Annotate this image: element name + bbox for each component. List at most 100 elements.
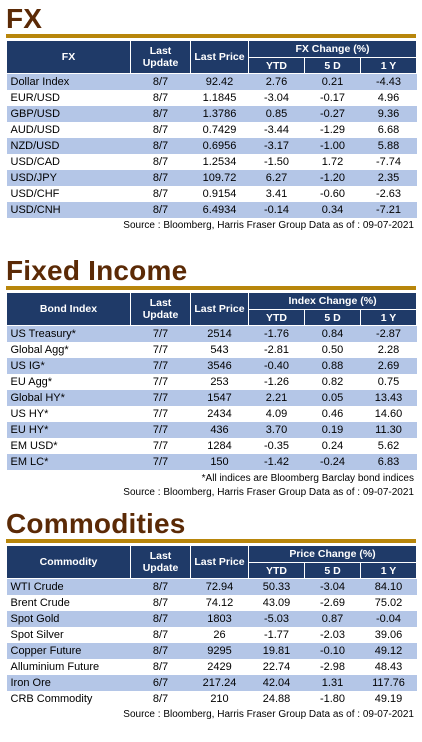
- cell-name: Alluminium Future: [10, 661, 100, 673]
- cell-ytd: 42.04: [248, 675, 305, 691]
- cell-1y: 6.68: [377, 124, 400, 136]
- cell-1y: 6.83: [360, 454, 417, 470]
- fixed-income-title-underline: [6, 286, 416, 290]
- fixed-income-header-change: Index Change (%): [247, 292, 418, 310]
- cell-last-update: 8/7: [130, 106, 191, 122]
- cell-last-update: 7/7: [152, 344, 169, 356]
- commodities-section: Commodities Commodity Last Update Last P…: [6, 509, 418, 722]
- cell-5d: 0.50: [321, 344, 344, 356]
- cell-ytd: -3.04: [263, 92, 290, 104]
- commodities-header-5d: 5 D: [304, 562, 361, 579]
- cell-ytd: 24.88: [262, 693, 291, 705]
- cell-name: USD/JPY: [6, 170, 131, 186]
- cell-ytd: -3.44: [263, 124, 290, 136]
- cell-5d: 0.82: [321, 376, 344, 388]
- commodities-header-last-update: Last Update: [130, 545, 191, 579]
- cell-last-update: 8/7: [152, 156, 169, 168]
- cell-5d: 0.87: [304, 611, 361, 627]
- cell-5d: -2.69: [319, 597, 346, 609]
- table-row: USD/CNH 8/7 6.4934 -0.14 0.34 -7.21: [6, 202, 417, 218]
- cell-ytd: 2.21: [248, 390, 305, 406]
- cell-1y: 11.30: [360, 422, 417, 438]
- commodities-source: Source : Bloomberg, Harris Fraser Group …: [123, 709, 414, 720]
- cell-ytd: 3.41: [265, 188, 288, 200]
- cell-1y: -7.74: [375, 156, 402, 168]
- cell-5d: 0.34: [304, 202, 361, 218]
- cell-name: AUD/USD: [10, 124, 61, 136]
- fixed-income-header-name: Bond Index: [6, 292, 131, 326]
- table-row: USD/JPY 8/7 109.72 6.27 -1.20 2.35: [6, 170, 417, 186]
- fx-table: FX Last Update Last Price FX Change (%) …: [6, 40, 417, 218]
- cell-1y: 5.62: [377, 440, 400, 452]
- cell-1y: 48.43: [374, 661, 403, 673]
- commodities-table: Commodity Last Update Last Price Price C…: [6, 545, 418, 707]
- cell-name: US IG*: [6, 358, 131, 374]
- cell-ytd: -5.03: [248, 611, 305, 627]
- cell-1y: 9.36: [360, 106, 417, 122]
- cell-last-price: 2434: [207, 408, 232, 420]
- cell-last-price: 253: [210, 376, 229, 388]
- fixed-income-note: *All indices are Bloomberg Barclay bond …: [201, 473, 414, 484]
- cell-ytd: 43.09: [262, 597, 291, 609]
- cell-5d: -1.80: [319, 693, 346, 705]
- cell-last-price: 9295: [190, 643, 249, 659]
- cell-name: US HY*: [10, 408, 49, 420]
- cell-last-price: 72.94: [190, 578, 249, 595]
- cell-name: Global Agg*: [10, 344, 69, 356]
- cell-1y: 84.10: [360, 578, 417, 595]
- cell-5d: -1.20: [304, 170, 361, 186]
- cell-1y: 13.43: [360, 390, 417, 406]
- table-row: Dollar Index 8/7 92.42 2.76 0.21 -4.43: [6, 73, 417, 90]
- table-row: EM USD* 7/7 1284 -0.35 0.24 5.62: [7, 438, 417, 454]
- cell-name: USD/CAD: [10, 156, 61, 168]
- cell-ytd: -1.77: [263, 629, 290, 641]
- table-row: EM LC* 7/7 150 -1.42 -0.24 6.83: [6, 454, 417, 470]
- cell-last-price: 92.42: [190, 73, 249, 90]
- commodities-header-change: Price Change (%): [247, 545, 418, 563]
- cell-last-update: 8/7: [152, 597, 169, 609]
- cell-last-price: 6.4934: [190, 202, 249, 218]
- cell-ytd: -2.81: [263, 344, 290, 356]
- fx-header-last-price: Last Price: [190, 40, 249, 74]
- fixed-income-table: Bond Index Last Update Last Price Index …: [6, 292, 418, 470]
- cell-last-update: 8/7: [152, 693, 169, 705]
- cell-last-price: 0.7429: [202, 124, 237, 136]
- cell-last-update: 7/7: [130, 325, 191, 342]
- cell-1y: -2.63: [375, 188, 402, 200]
- cell-ytd: 0.85: [248, 106, 305, 122]
- cell-name: Brent Crude: [10, 597, 70, 609]
- cell-last-update: 8/7: [152, 92, 169, 104]
- cell-last-price: 2429: [207, 661, 232, 673]
- table-row: USD/CHF 8/7 0.9154 3.41 -0.60 -2.63: [7, 186, 417, 202]
- cell-last-price: 1.2534: [202, 156, 237, 168]
- cell-1y: 117.76: [360, 675, 417, 691]
- cell-ytd: -0.14: [248, 202, 305, 218]
- cell-1y: -7.21: [360, 202, 417, 218]
- fixed-income-section: Fixed Income Bond Index Last Update Last…: [6, 255, 418, 500]
- cell-name: Spot Silver: [10, 629, 64, 641]
- cell-last-update: 8/7: [130, 73, 191, 90]
- cell-5d: -1.00: [304, 138, 361, 154]
- fx-header-last-update: Last Update: [130, 40, 191, 74]
- table-row: USD/CAD 8/7 1.2534 -1.50 1.72 -7.74: [7, 154, 417, 170]
- cell-last-update: 6/7: [130, 675, 191, 691]
- cell-1y: -2.87: [360, 325, 417, 342]
- fx-header-change: FX Change (%): [248, 40, 417, 58]
- cell-name: NZD/USD: [6, 138, 131, 154]
- fixed-income-header-1y: 1 Y: [359, 309, 418, 326]
- cell-name: GBP/USD: [6, 106, 131, 122]
- cell-last-price: 210: [210, 693, 229, 705]
- fixed-income-title: Fixed Income: [6, 255, 188, 286]
- fixed-income-header-last-update: Last Update: [130, 292, 191, 326]
- cell-5d: -0.27: [304, 106, 361, 122]
- cell-5d: -0.24: [304, 454, 361, 470]
- cell-last-price: 109.72: [190, 170, 249, 186]
- cell-name: Copper Future: [6, 643, 131, 659]
- cell-last-price: 1.1845: [202, 92, 237, 104]
- cell-5d: 0.84: [304, 325, 361, 342]
- cell-name: CRB Commodity: [10, 693, 93, 705]
- cell-1y: 2.35: [360, 170, 417, 186]
- cell-1y: 75.02: [374, 597, 403, 609]
- commodities-header-1y: 1 Y: [359, 562, 418, 579]
- table-row: Iron Ore 6/7 217.24 42.04 1.31 117.76: [6, 675, 417, 691]
